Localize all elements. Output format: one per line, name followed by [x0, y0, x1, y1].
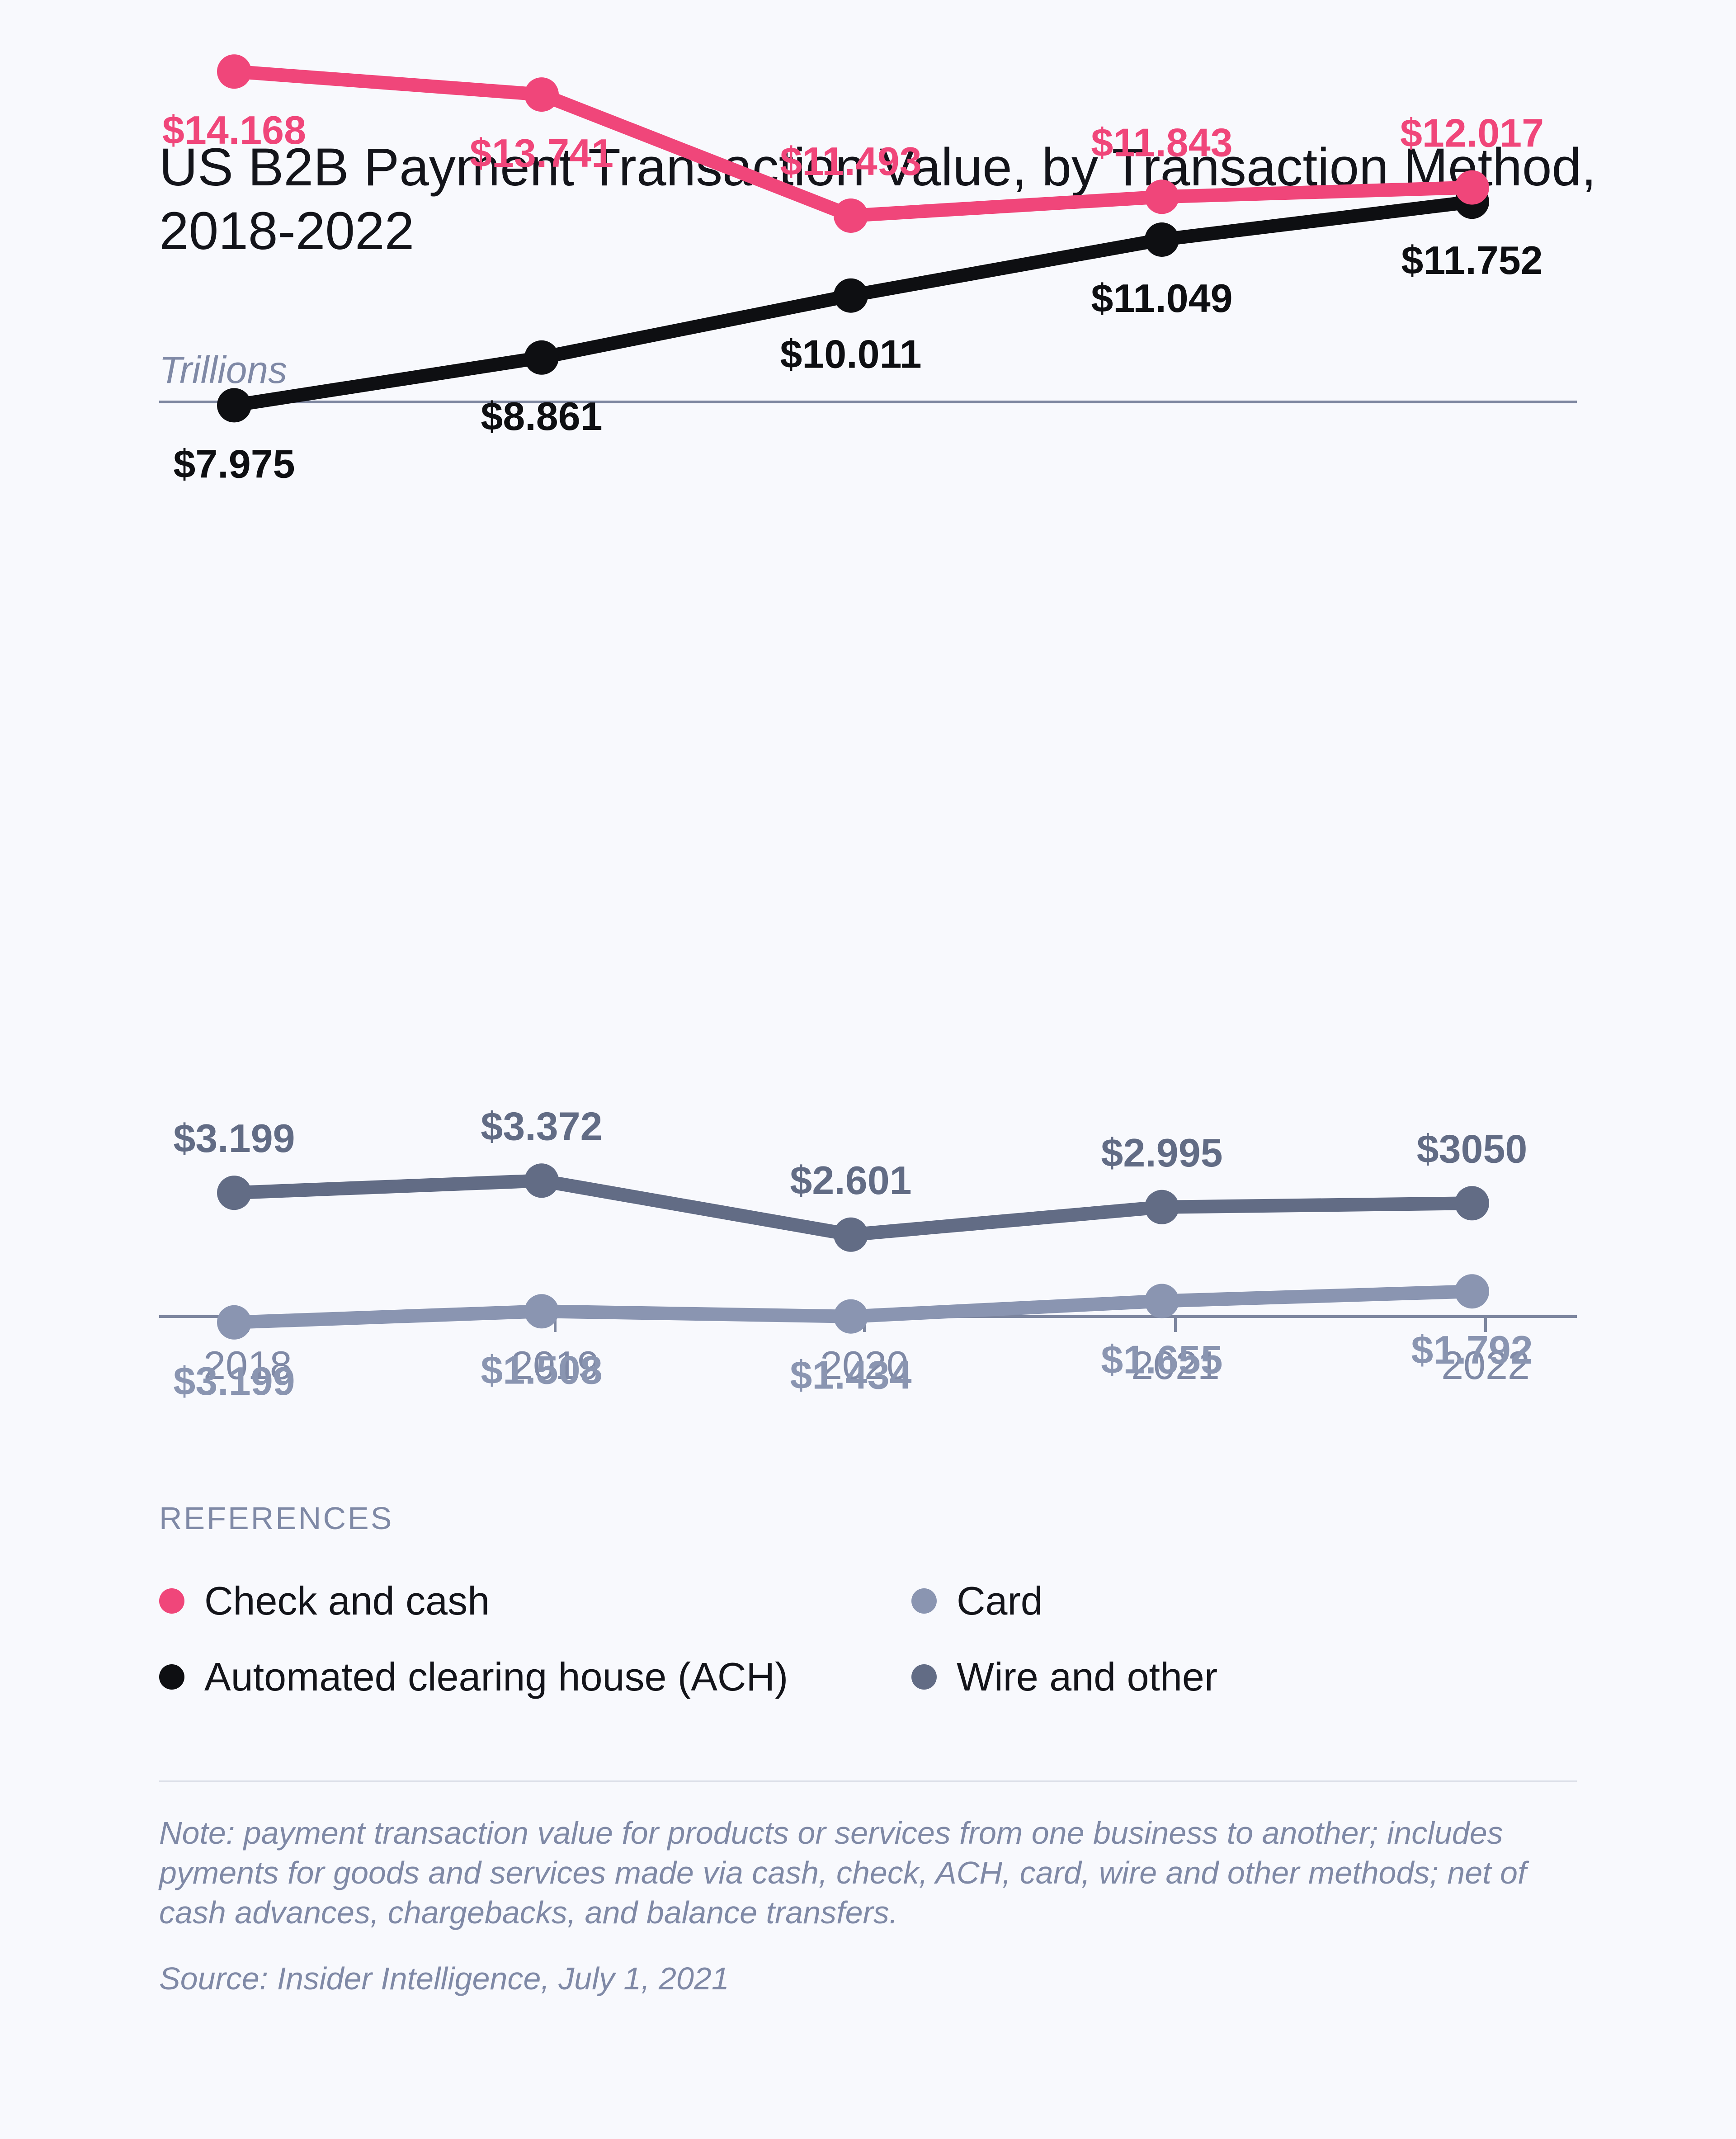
- data-label-check: $12.017: [1400, 111, 1544, 156]
- legend-label: Check and cash: [204, 1578, 490, 1623]
- data-label-wire: $3.372: [481, 1104, 602, 1148]
- data-point-card: [217, 1305, 251, 1340]
- legend-swatch: [159, 1588, 184, 1614]
- x-tick-label: 2022: [1441, 1343, 1530, 1388]
- x-axis-ticks: 2018 2019 2020 2021 2022: [203, 1317, 1530, 1388]
- data-label-wire: $3050: [1417, 1126, 1528, 1171]
- top-rule: [159, 401, 1577, 403]
- unit-label: Trillions: [159, 349, 288, 391]
- data-point-card: [834, 1299, 868, 1334]
- data-point-check: [1145, 179, 1179, 214]
- data-point-ach: [1145, 222, 1179, 257]
- legend-label: Wire and other: [957, 1654, 1218, 1699]
- chart-source: Source: Insider Intelligence, July 1, 20…: [159, 1961, 729, 1996]
- data-point-wire: [524, 1163, 559, 1198]
- data-label-ach: $10.011: [780, 332, 921, 377]
- legend-heading: REFERENCES: [159, 1501, 394, 1536]
- legend-swatch: [159, 1664, 184, 1690]
- data-label-card: $1.434: [790, 1353, 911, 1398]
- series-lines: [227, 65, 1479, 1329]
- x-tick-label: 2019: [511, 1343, 599, 1388]
- data-point-ach: [524, 340, 559, 375]
- chart-note: Note: payment transaction value for prod…: [159, 1815, 1527, 1930]
- legend-swatch: [911, 1664, 937, 1690]
- data-labels: $3.199 $1.508 $1.434 $1.655 $1.792 $3.199 $3.3…: [162, 108, 1544, 1403]
- legend-item-card: Card: [911, 1578, 1043, 1624]
- footer-divider: [159, 1780, 1577, 1782]
- series-points: [217, 54, 1489, 1340]
- chart-title: US B2B Payment Transaction Value, by Tra…: [159, 137, 1596, 261]
- data-label-card: $1.508: [481, 1347, 602, 1392]
- data-label-ach: $8.861: [481, 394, 602, 439]
- legend-swatch: [911, 1588, 937, 1614]
- data-point-card: [1145, 1284, 1179, 1318]
- legend-label: Automated clearing house (ACH): [204, 1654, 788, 1699]
- legend-item-ach: Automated clearing house (ACH): [159, 1654, 788, 1700]
- data-label-check: $13.741: [470, 131, 613, 175]
- data-label-ach: $11.752: [1401, 238, 1543, 283]
- data-point-ach: [834, 278, 868, 313]
- data-label-wire: $2.601: [790, 1158, 911, 1203]
- data-label-ach: $11.049: [1091, 276, 1232, 321]
- line-chart: 2018 2019 2020 2021 2022 $3.199 $1.508 $1.434 $…: [159, 54, 1577, 1403]
- x-tick-label: 2021: [1131, 1343, 1220, 1388]
- data-point-ach: [217, 388, 251, 423]
- data-label-card: $3.199: [173, 1359, 295, 1403]
- data-point-card: [524, 1294, 559, 1329]
- data-point-check: [217, 54, 251, 89]
- x-tick-label: 2018: [203, 1343, 292, 1388]
- data-label-card: $1.792: [1411, 1327, 1533, 1372]
- data-label-card: $1.655: [1101, 1337, 1222, 1382]
- data-point-check: [834, 198, 868, 233]
- data-label-check: $11.493: [780, 139, 921, 184]
- x-tick-label: 2020: [820, 1343, 909, 1388]
- data-label-ach: $7.975: [173, 441, 295, 486]
- data-label-check: $14.168: [162, 108, 306, 152]
- data-point-wire: [217, 1176, 251, 1210]
- data-label-wire: $2.995: [1101, 1130, 1222, 1175]
- data-point-wire: [834, 1217, 868, 1252]
- data-label-check: $11.843: [1091, 120, 1232, 165]
- data-point-check: [524, 77, 559, 112]
- data-point-check: [1455, 170, 1489, 205]
- data-point-card: [1455, 1274, 1489, 1309]
- data-point-wire: [1455, 1186, 1489, 1221]
- legend-item-check-and-cash: Check and cash: [159, 1578, 490, 1624]
- legend-item-wire-and-other: Wire and other: [911, 1654, 1217, 1700]
- data-label-wire: $3.199: [173, 1116, 295, 1161]
- legend-label: Card: [957, 1578, 1043, 1623]
- data-point-wire: [1145, 1190, 1179, 1224]
